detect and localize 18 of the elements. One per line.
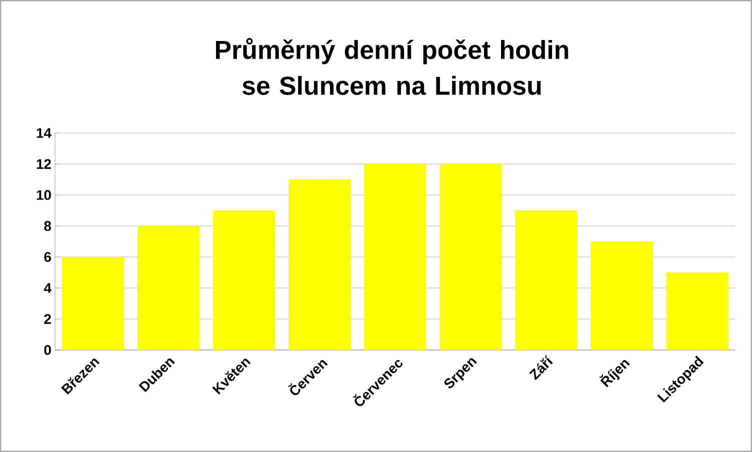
bar [364, 164, 426, 350]
bar [288, 179, 350, 350]
y-tick-label: 12 [36, 159, 51, 169]
chart-title: Průměrný denní počet hodin se Sluncem na Limnosu [216, 38, 568, 95]
bar [62, 256, 124, 350]
y-tick-label: 8 [44, 221, 52, 231]
bar [137, 226, 200, 350]
y-tick-label: 2 [44, 314, 51, 324]
bar [590, 241, 653, 350]
bar [440, 164, 502, 350]
y-tick-label: 14 [36, 128, 52, 138]
bar [212, 210, 275, 350]
y-tick-label: 0 [44, 345, 51, 355]
bar [515, 210, 578, 350]
y-tick-label: 6 [44, 252, 51, 262]
y-tick-label: 4 [44, 283, 52, 293]
bar [666, 272, 728, 350]
y-tick-label: 10 [36, 190, 51, 200]
